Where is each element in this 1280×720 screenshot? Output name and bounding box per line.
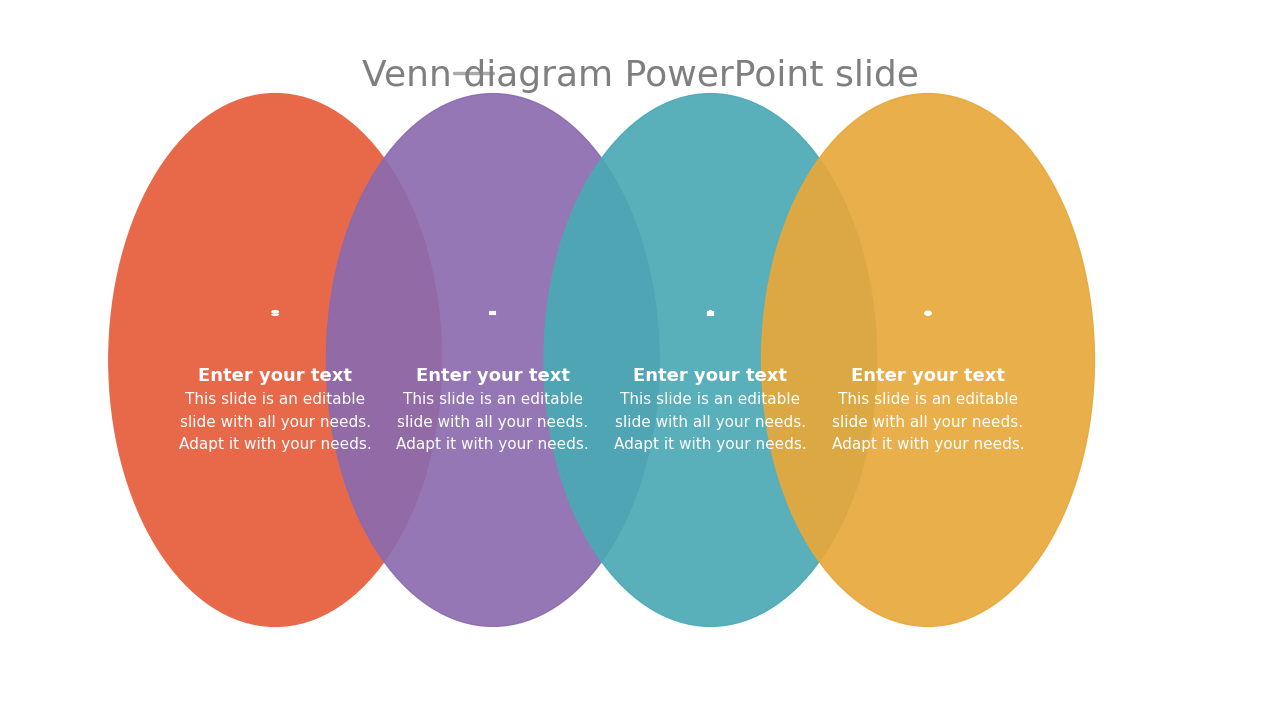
Ellipse shape [762,94,1094,626]
Text: This slide is an editable
slide with all your needs.
Adapt it with your needs.: This slide is an editable slide with all… [179,392,371,452]
Circle shape [924,312,927,314]
Circle shape [927,314,929,315]
Circle shape [925,314,927,315]
Text: This slide is an editable
slide with all your needs.
Adapt it with your needs.: This slide is an editable slide with all… [614,392,806,452]
Text: Enter your text: Enter your text [851,367,1005,385]
Text: Enter your text: Enter your text [634,367,787,385]
Text: Enter your text: Enter your text [198,367,352,385]
Text: Enter your text: Enter your text [416,367,570,385]
Ellipse shape [326,94,659,626]
Circle shape [927,311,929,312]
Text: This slide is an editable
slide with all your needs.
Adapt it with your needs.: This slide is an editable slide with all… [832,392,1024,452]
Text: Venn diagram PowerPoint slide: Venn diagram PowerPoint slide [361,58,919,93]
Text: This slide is an editable
slide with all your needs.
Adapt it with your needs.: This slide is an editable slide with all… [397,392,589,452]
Ellipse shape [109,94,442,626]
Circle shape [929,314,931,315]
Ellipse shape [544,94,877,626]
Circle shape [929,312,932,314]
